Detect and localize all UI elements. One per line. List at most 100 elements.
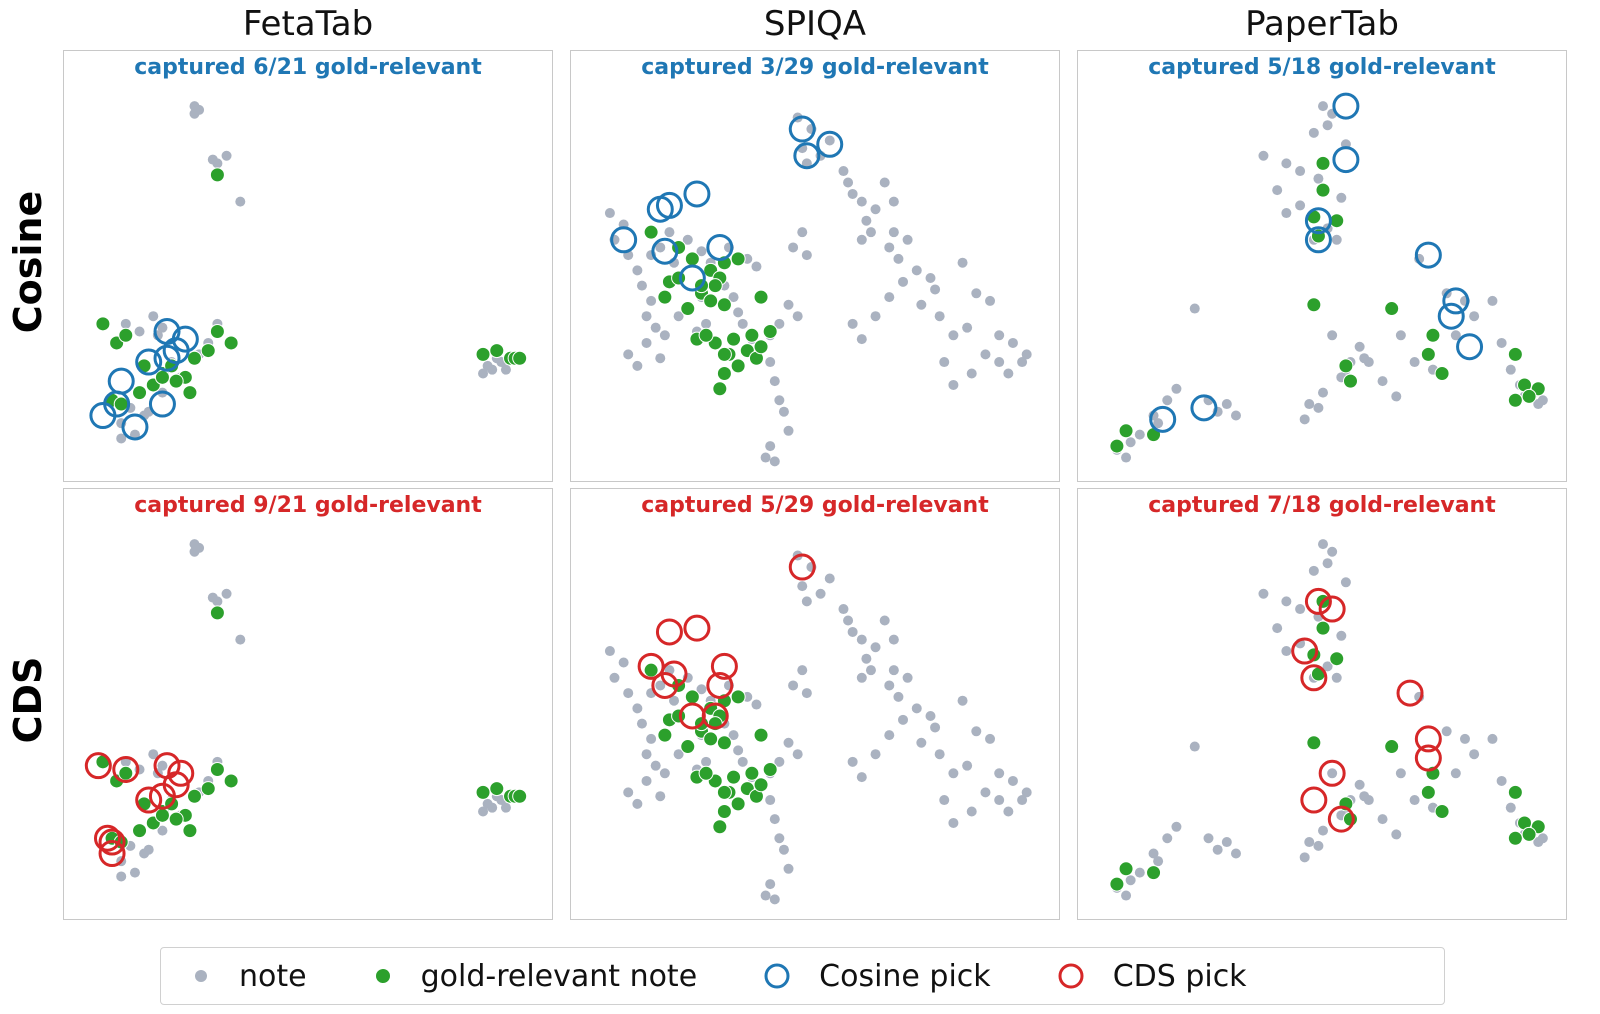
note-point: [1533, 399, 1544, 410]
gold-relevant-point: [680, 301, 696, 317]
gold-relevant-point: [680, 739, 696, 755]
note-point: [783, 737, 794, 748]
note-point: [856, 672, 867, 683]
note-point: [783, 299, 794, 310]
note-point: [948, 330, 959, 341]
note-point: [1450, 768, 1461, 779]
gold-relevant-point: [168, 373, 184, 389]
note-point: [728, 292, 739, 303]
note-point: [994, 330, 1005, 341]
note-point: [1441, 726, 1452, 737]
note-point: [765, 441, 776, 452]
note-point: [1487, 295, 1498, 306]
gold-relevant-point: [712, 381, 728, 397]
note-point: [994, 768, 1005, 779]
note-point: [650, 760, 661, 771]
note-point: [646, 733, 657, 744]
gold-relevant-point: [512, 350, 528, 366]
note-point: [1409, 795, 1420, 806]
panel-caption: captured 3/29 gold-relevant: [641, 55, 989, 80]
note-point: [1308, 565, 1319, 576]
note-point: [788, 242, 799, 253]
note-point: [500, 802, 511, 813]
note-point: [1318, 539, 1328, 550]
note-point: [884, 242, 895, 253]
panel-spiqa-cosine: captured 3/29 gold-relevant: [570, 50, 1060, 482]
note-point: [212, 158, 223, 169]
note-point: [212, 596, 223, 607]
gold-relevant-point: [168, 811, 184, 827]
note-point: [189, 546, 200, 557]
note-point: [865, 665, 876, 676]
note-point: [221, 150, 232, 161]
note-point: [797, 665, 808, 676]
note-point: [1258, 150, 1269, 161]
note-point: [1377, 376, 1388, 387]
note-point: [604, 646, 615, 657]
gold-relevant-point: [703, 293, 719, 309]
gold-relevant-point: [730, 358, 746, 374]
gold-relevant-point: [209, 761, 225, 777]
note-point: [1125, 875, 1136, 886]
cosine-pick-ring: [1332, 146, 1360, 174]
note-point: [696, 684, 707, 695]
gold-relevant-point: [1507, 346, 1523, 362]
note-point: [751, 261, 762, 272]
legend-label-note: note: [239, 958, 307, 994]
note-point: [1304, 399, 1315, 410]
note-point: [632, 360, 643, 371]
note-point: [1363, 357, 1374, 368]
note-point: [733, 307, 744, 318]
note-point: [1221, 399, 1232, 410]
gold-relevant-point: [698, 327, 714, 343]
legend-item-gold: gold-relevant note: [373, 959, 697, 994]
note-point: [641, 775, 652, 786]
note-point: [1322, 120, 1333, 131]
gold-relevant-point: [684, 689, 700, 705]
note-point: [1148, 848, 1159, 859]
cosine-pick-ring: [121, 413, 149, 441]
panel-spiqa-cds: captured 5/29 gold-relevant: [570, 488, 1060, 920]
cds-ring-icon: [1058, 963, 1084, 989]
note-point: [769, 456, 780, 467]
note-point: [1171, 821, 1182, 832]
note-point: [847, 626, 858, 637]
gold-relevant-point: [698, 765, 714, 781]
note-point: [632, 798, 643, 809]
note-point: [120, 756, 131, 767]
gold-relevant-point: [671, 708, 687, 724]
note-point: [623, 688, 634, 699]
cosine-pick-ring: [788, 115, 816, 143]
note-point: [1318, 825, 1328, 836]
gold-relevant-point: [1521, 388, 1537, 404]
note-point: [1299, 414, 1310, 425]
note-point: [916, 737, 927, 748]
gold-relevant-point: [1315, 620, 1331, 636]
note-point: [623, 787, 634, 798]
note-point: [797, 581, 808, 592]
gold-relevant-point: [489, 781, 505, 797]
note-point: [1162, 833, 1173, 844]
note-point: [856, 234, 867, 245]
note-point: [673, 311, 684, 322]
note-point: [1189, 303, 1200, 314]
gold-relevant-point: [1338, 358, 1354, 374]
note-point: [157, 760, 168, 771]
gold-relevant-point: [730, 251, 746, 267]
gold-relevant-point: [95, 316, 111, 332]
panel-caption: captured 7/18 gold-relevant: [1148, 493, 1496, 518]
legend-item-cosine: Cosine pick: [763, 959, 991, 994]
cosine-pick-ring: [793, 142, 821, 170]
gold-relevant-point: [1420, 784, 1436, 800]
note-point: [733, 745, 744, 756]
note-point: [884, 730, 895, 741]
note-point: [939, 795, 950, 806]
note-point: [235, 196, 246, 207]
note-point: [870, 642, 881, 653]
note-point: [673, 749, 684, 760]
note-point: [838, 604, 849, 615]
gold-relevant-point: [1384, 739, 1400, 755]
gold-relevant-point: [643, 662, 659, 678]
legend-item-note: note: [191, 959, 307, 994]
gold-relevant-point: [154, 369, 170, 385]
